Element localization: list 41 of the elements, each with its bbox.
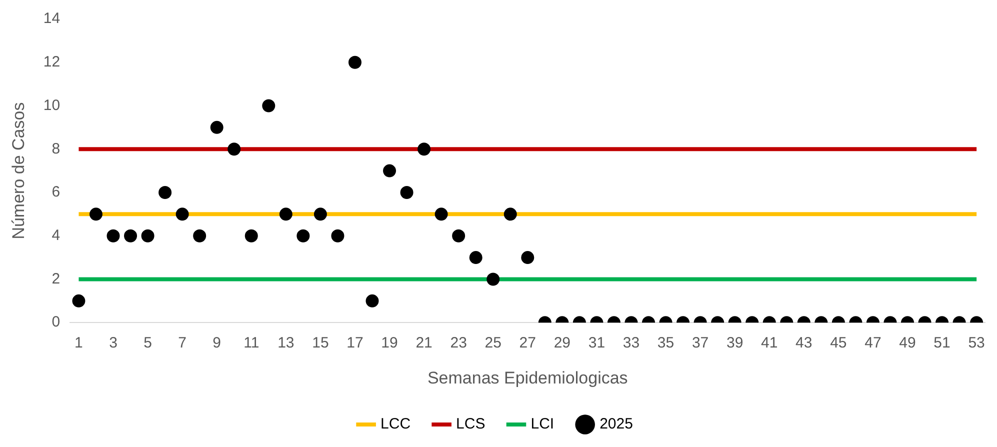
x-tick-label: 43 <box>796 334 812 352</box>
legend-label: LCC <box>380 416 411 433</box>
legend-label: LCI <box>530 416 554 433</box>
legend-label: 2025 <box>600 416 633 433</box>
x-tick-label: 3 <box>109 334 118 352</box>
y-tick-label: 14 <box>43 10 60 28</box>
y-tick-label: 8 <box>52 140 60 158</box>
x-tick-label: 11 <box>244 334 260 352</box>
x-tick-label: 47 <box>864 334 882 352</box>
x-tick-label: 7 <box>178 334 186 352</box>
y-tick-label: 2 <box>52 270 60 288</box>
x-tick-label: 23 <box>450 334 467 352</box>
x-tick-label: 13 <box>278 334 294 352</box>
x-tick-label: 31 <box>588 334 606 352</box>
x-tick-label: 19 <box>381 334 398 352</box>
x-tick-label: 21 <box>416 334 432 352</box>
x-tick-label: 29 <box>554 334 571 352</box>
x-tick-label: 37 <box>692 334 709 352</box>
x-tick-label: 1 <box>74 334 83 352</box>
x-tick-label: 9 <box>212 334 222 352</box>
x-axis-title: Semanas Epidemiologicas <box>427 368 628 388</box>
x-tick-label: 33 <box>622 334 640 352</box>
x-tick-label: 27 <box>519 334 536 352</box>
y-tick-label: 0 <box>52 314 60 331</box>
y-tick-label: 10 <box>43 96 60 114</box>
x-tick-label: 15 <box>312 334 329 352</box>
x-tick-label: 41 <box>761 334 778 352</box>
y-axis-title: Número de Casos <box>8 102 28 240</box>
x-tick-label: 17 <box>346 334 364 352</box>
x-tick-label: 45 <box>830 334 847 352</box>
x-tick-label: 39 <box>726 334 744 352</box>
legend-label: LCS <box>456 416 486 433</box>
x-tick-label: 25 <box>484 334 502 352</box>
x-tick-label: 35 <box>657 334 674 352</box>
y-tick-label: 12 <box>43 54 60 71</box>
x-tick-label: 51 <box>934 334 950 352</box>
y-tick-label: 4 <box>52 227 60 244</box>
x-tick-label: 49 <box>899 334 916 352</box>
y-tick-label: 6 <box>52 184 60 201</box>
x-tick-label: 53 <box>968 334 985 352</box>
x-tick-label: 5 <box>144 334 152 352</box>
